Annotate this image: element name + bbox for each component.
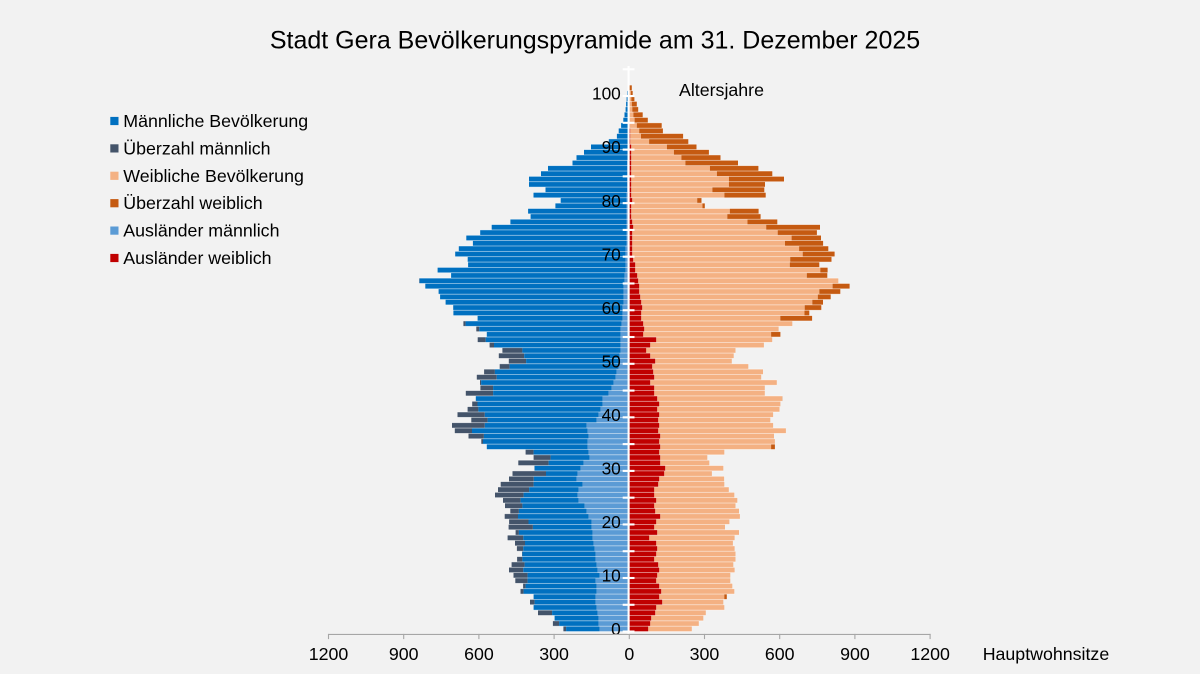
svg-text:Stadt Gera Bevölkerungspyramid: Stadt Gera Bevölkerungspyramide am 31. D… <box>270 26 920 54</box>
svg-text:900: 900 <box>840 644 870 664</box>
svg-text:70: 70 <box>602 244 621 264</box>
svg-text:10: 10 <box>602 566 621 586</box>
svg-text:300: 300 <box>690 644 720 664</box>
svg-text:900: 900 <box>389 644 419 664</box>
svg-text:Hauptwohnsitze: Hauptwohnsitze <box>983 644 1110 664</box>
svg-text:600: 600 <box>765 644 795 664</box>
svg-text:Überzahl männlich: Überzahl männlich <box>123 138 270 158</box>
svg-text:Altersjahre: Altersjahre <box>679 80 764 100</box>
svg-text:600: 600 <box>464 644 494 664</box>
svg-text:100: 100 <box>592 84 621 104</box>
svg-text:20: 20 <box>602 512 621 532</box>
svg-text:80: 80 <box>602 191 621 211</box>
svg-text:90: 90 <box>602 137 621 157</box>
svg-text:Ausländer männlich: Ausländer männlich <box>123 221 279 241</box>
svg-text:0: 0 <box>611 619 621 639</box>
svg-text:50: 50 <box>602 351 621 371</box>
svg-text:60: 60 <box>602 298 621 318</box>
svg-text:Männliche Bevölkerung: Männliche Bevölkerung <box>123 111 308 131</box>
svg-text:Weibliche Bevölkerung: Weibliche Bevölkerung <box>123 166 304 186</box>
svg-text:30: 30 <box>602 459 621 479</box>
svg-text:Ausländer weiblich: Ausländer weiblich <box>123 248 271 268</box>
svg-text:1200: 1200 <box>910 644 950 664</box>
svg-text:Überzahl weiblich: Überzahl weiblich <box>123 193 262 213</box>
svg-text:300: 300 <box>539 644 569 664</box>
svg-text:40: 40 <box>602 405 621 425</box>
svg-text:0: 0 <box>624 644 634 664</box>
svg-text:1200: 1200 <box>309 644 349 664</box>
